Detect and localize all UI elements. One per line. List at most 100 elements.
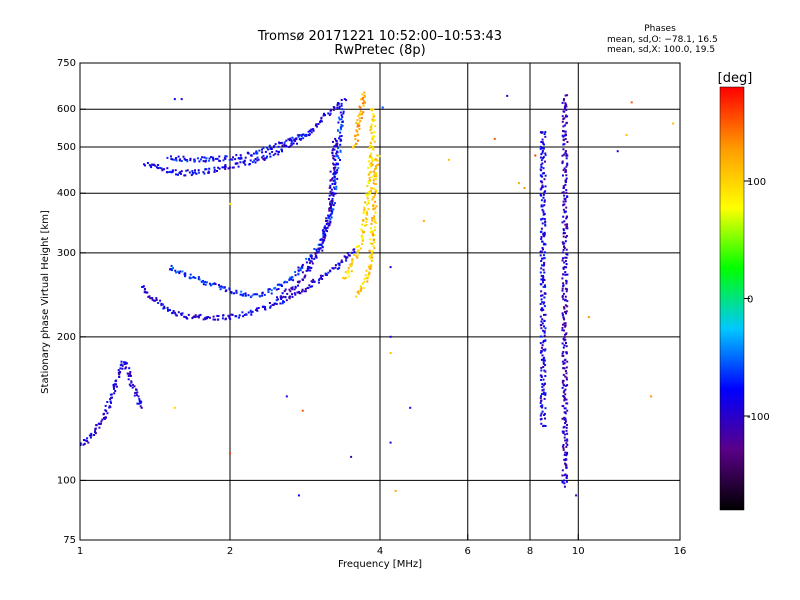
trace-point	[170, 264, 173, 267]
trace-point	[367, 266, 370, 269]
trace-point	[565, 341, 567, 344]
trace-point	[540, 131, 543, 134]
trace-point	[261, 294, 264, 297]
trace-point	[542, 196, 545, 199]
trace-point	[542, 285, 545, 288]
trace-point	[561, 287, 564, 290]
trace-point	[197, 276, 200, 279]
trace-point	[564, 236, 567, 239]
trace-point	[316, 251, 319, 254]
trace-point	[355, 295, 358, 298]
trace-point	[541, 247, 544, 249]
trace-point	[564, 151, 567, 154]
trace-point	[157, 167, 160, 170]
trace-point	[374, 218, 377, 221]
trace-point	[562, 391, 565, 394]
trace-point	[361, 282, 364, 285]
trace-point	[224, 164, 227, 166]
trace-point	[562, 229, 565, 232]
trace-point	[563, 416, 566, 419]
trace-point	[293, 138, 296, 141]
trace-point	[541, 318, 544, 321]
trace-point	[562, 200, 565, 203]
trace-point	[375, 191, 378, 194]
trace-point	[278, 283, 281, 286]
trace-point	[180, 313, 183, 316]
trace-point	[353, 251, 356, 253]
trace-point	[563, 307, 566, 310]
scatter-point	[173, 406, 176, 409]
trace-point	[562, 323, 564, 326]
trace-point	[566, 438, 569, 441]
trace-point	[562, 248, 565, 251]
trace-point	[152, 299, 155, 302]
trace-point	[339, 149, 342, 152]
trace-point	[542, 276, 545, 278]
trace-point	[562, 174, 564, 177]
trace-point	[128, 367, 131, 370]
trace-point	[224, 318, 227, 321]
trace-point	[265, 157, 268, 160]
trace-point	[356, 254, 359, 257]
trace-point	[563, 433, 566, 436]
trace-point	[330, 178, 333, 181]
trace-point	[289, 137, 292, 140]
trace-point	[342, 120, 344, 123]
trace-point	[338, 118, 341, 121]
trace-point	[371, 256, 374, 259]
trace-point	[564, 333, 566, 336]
trace-point	[257, 158, 260, 161]
trace-point	[565, 458, 568, 461]
trace-point	[171, 269, 173, 272]
trace-point	[565, 454, 568, 457]
trace-point	[221, 166, 224, 169]
trace-point	[370, 227, 372, 230]
trace-point	[565, 191, 568, 194]
trace-point	[540, 278, 543, 281]
trace-point	[354, 134, 357, 137]
trace-point	[166, 171, 169, 174]
trace-point	[562, 139, 565, 142]
trace-point	[166, 167, 169, 170]
trace-point	[364, 201, 367, 204]
trace-point	[565, 378, 568, 381]
trace-point	[565, 215, 568, 218]
trace-point	[561, 417, 564, 420]
trace-point	[562, 362, 565, 365]
trace-point	[565, 180, 567, 183]
trace-point	[544, 135, 547, 138]
trace-point	[542, 425, 545, 428]
trace-point	[564, 338, 567, 341]
trace-point	[540, 264, 543, 267]
trace-point	[563, 398, 566, 401]
trace-point	[323, 112, 325, 115]
trace-point	[292, 142, 295, 145]
trace-point	[564, 417, 567, 420]
trace-point	[337, 102, 340, 105]
trace-point	[339, 159, 341, 161]
trace-point	[290, 278, 292, 281]
trace-point	[207, 159, 210, 162]
trace-point	[540, 205, 543, 208]
trace-point	[329, 202, 331, 205]
trace-point	[331, 152, 334, 154]
trace-point	[564, 200, 567, 203]
trace-point	[299, 138, 302, 141]
trace-point	[317, 243, 320, 246]
trace-point	[565, 153, 568, 156]
trace-point	[564, 130, 567, 133]
trace-point	[561, 314, 564, 317]
trace-point	[243, 159, 246, 162]
trace-point	[566, 288, 568, 291]
trace-point	[270, 292, 273, 295]
trace-point	[357, 292, 360, 295]
trace-point	[174, 169, 177, 172]
trace-point	[564, 210, 567, 213]
trace-point	[356, 246, 359, 249]
trace-point	[366, 195, 369, 198]
trace-point	[189, 159, 192, 162]
trace-point	[225, 155, 228, 158]
trace-point	[329, 186, 332, 189]
trace-point	[298, 290, 300, 293]
trace-point	[334, 166, 337, 169]
